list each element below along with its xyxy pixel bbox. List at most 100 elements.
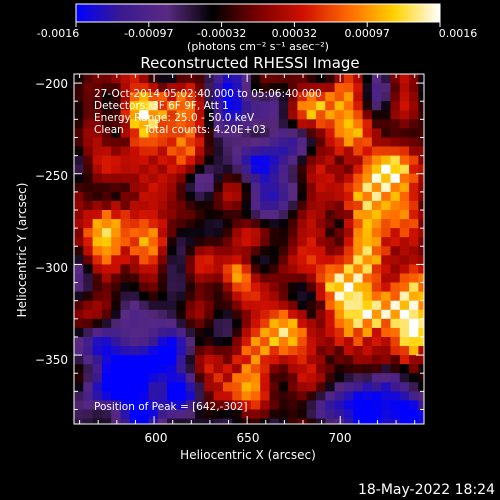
heatmap-cell bbox=[371, 146, 382, 157]
heatmap-cell bbox=[176, 101, 187, 111]
heatmap-cell bbox=[204, 264, 215, 275]
heatmap-cell bbox=[111, 346, 122, 356]
heatmap-cell bbox=[371, 182, 382, 193]
heatmap-cell bbox=[428, 128, 438, 138]
heatmap-cell bbox=[130, 428, 140, 438]
heatmap-cell bbox=[353, 146, 364, 157]
heatmap-cell bbox=[371, 155, 382, 166]
heatmap-cell bbox=[334, 119, 345, 129]
heatmap-cell bbox=[83, 418, 94, 424]
heatmap-cell bbox=[213, 318, 224, 329]
heatmap-cell bbox=[157, 110, 168, 120]
heatmap-cell bbox=[111, 110, 122, 120]
heatmap-cell bbox=[213, 155, 224, 166]
heatmap-cell bbox=[195, 391, 205, 402]
heatmap-cell bbox=[371, 83, 382, 93]
heatmap-cell bbox=[167, 200, 177, 211]
heatmap-cell bbox=[371, 210, 382, 220]
heatmap-cell bbox=[111, 200, 122, 211]
heatmap-cell bbox=[222, 155, 233, 166]
heatmap-cell bbox=[74, 110, 84, 120]
heatmap-cell bbox=[74, 382, 84, 392]
heatmap-cell bbox=[83, 364, 94, 374]
heatmap-cell bbox=[232, 173, 243, 184]
heatmap-cell bbox=[120, 391, 131, 402]
heatmap-cell bbox=[390, 137, 401, 148]
heatmap-cell bbox=[278, 382, 289, 392]
heatmap-cell bbox=[120, 355, 131, 365]
heatmap-cell bbox=[157, 355, 168, 365]
heatmap-cell bbox=[204, 391, 215, 402]
heatmap-cell bbox=[418, 137, 424, 148]
heatmap-cell bbox=[185, 119, 196, 129]
heatmap-cell bbox=[306, 409, 317, 420]
heatmap-cell bbox=[74, 409, 84, 420]
heatmap-cell bbox=[92, 255, 103, 265]
heatmap-cell bbox=[390, 373, 401, 383]
heatmap-cell bbox=[120, 128, 131, 139]
heatmap-cell bbox=[371, 309, 382, 320]
heatmap-cell bbox=[111, 291, 122, 302]
heatmap-cell bbox=[129, 219, 140, 229]
heatmap-cell bbox=[334, 300, 345, 311]
colorbar-tick-marks bbox=[75, 22, 441, 27]
heatmap-cell bbox=[288, 428, 298, 438]
heatmap-cell bbox=[111, 182, 122, 193]
heatmap-cell bbox=[260, 237, 271, 247]
heatmap-cell bbox=[362, 164, 373, 175]
heatmap-cell bbox=[222, 309, 233, 320]
heatmap-cell bbox=[399, 119, 410, 129]
heatmap-cell bbox=[129, 101, 140, 111]
heatmap-cell bbox=[353, 74, 364, 84]
heatmap-cell bbox=[269, 83, 280, 93]
heatmap-cell bbox=[343, 110, 354, 120]
heatmap-cell bbox=[399, 83, 410, 93]
heatmap-cell bbox=[381, 382, 392, 392]
heatmap-cell bbox=[120, 337, 131, 347]
heatmap-cell bbox=[279, 428, 289, 438]
heatmap-cell bbox=[120, 210, 131, 220]
heatmap-cell bbox=[101, 364, 112, 374]
heatmap-cell bbox=[129, 119, 140, 129]
heatmap-cell bbox=[278, 155, 289, 166]
heatmap-cell bbox=[250, 337, 261, 347]
heatmap-cell bbox=[204, 327, 215, 338]
heatmap-cell bbox=[269, 337, 280, 347]
y-tick-label-250: −250 bbox=[35, 169, 68, 183]
heatmap-cell bbox=[418, 83, 424, 93]
heatmap-cell bbox=[176, 273, 187, 284]
heatmap-cell bbox=[101, 291, 112, 302]
heatmap-cell bbox=[390, 255, 401, 265]
heatmap-cell bbox=[101, 92, 112, 102]
heatmap-cell bbox=[139, 318, 150, 329]
heatmap-cell bbox=[232, 110, 243, 120]
heatmap-cell bbox=[260, 373, 271, 383]
heatmap-cell bbox=[316, 391, 326, 402]
heatmap-cell bbox=[334, 273, 345, 284]
heatmap-cell bbox=[269, 182, 280, 193]
heatmap-cell bbox=[213, 182, 224, 193]
heatmap-cell bbox=[343, 119, 354, 129]
heatmap-cell bbox=[222, 182, 233, 193]
heatmap-cell bbox=[343, 191, 354, 202]
heatmap-cell bbox=[101, 228, 112, 238]
heatmap-cell bbox=[381, 110, 392, 120]
heatmap-cell bbox=[381, 400, 392, 411]
heatmap-cell bbox=[343, 264, 354, 275]
heatmap-cell bbox=[92, 237, 103, 247]
heatmap-cell bbox=[148, 101, 159, 111]
heatmap-cell bbox=[222, 364, 233, 374]
heatmap-cell bbox=[241, 164, 252, 175]
heatmap-cell bbox=[241, 337, 252, 347]
heatmap-cell bbox=[101, 119, 112, 129]
heatmap-cell bbox=[92, 92, 103, 102]
heatmap-cell bbox=[157, 173, 168, 184]
heatmap-cell bbox=[288, 164, 298, 175]
heatmap-cell bbox=[269, 318, 280, 329]
heatmap-cell bbox=[409, 219, 419, 229]
heatmap-cell bbox=[418, 191, 424, 202]
heatmap-cell bbox=[316, 110, 326, 120]
heatmap-cell bbox=[195, 255, 205, 265]
heatmap-cell bbox=[120, 300, 131, 311]
peak-position-label: Position of Peak = [642,-302] bbox=[94, 401, 248, 413]
